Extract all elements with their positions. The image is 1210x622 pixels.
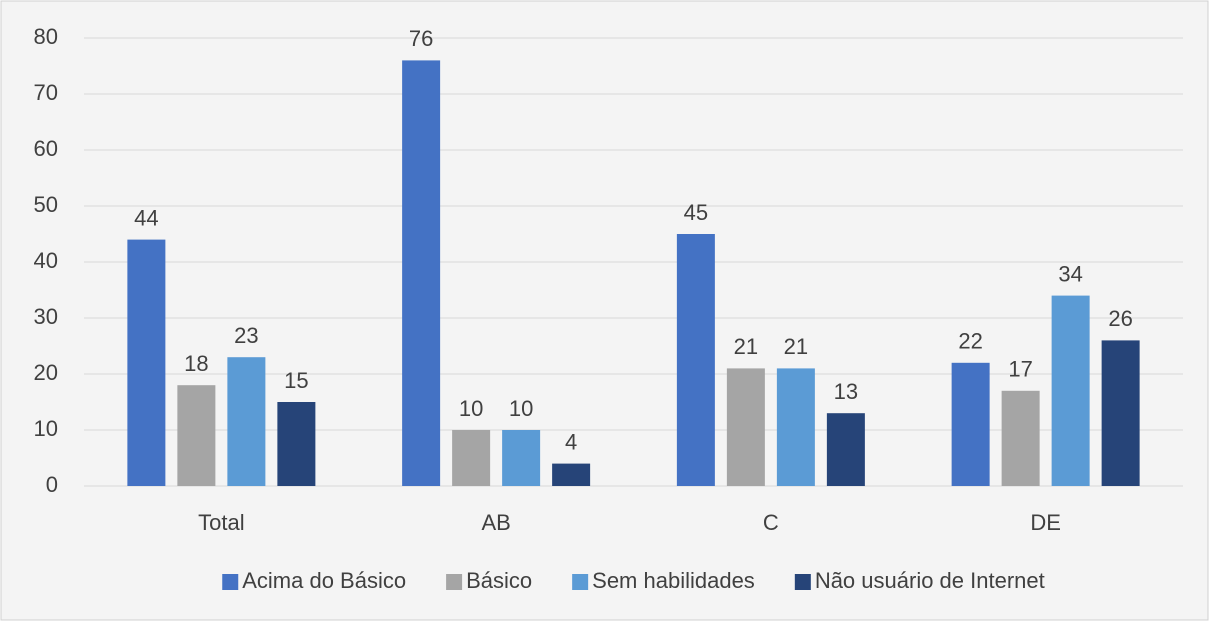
y-tick-label: 0 [46, 472, 58, 497]
value-label: 34 [1058, 261, 1082, 286]
x-tick-label: Total [198, 510, 244, 535]
y-tick-label: 20 [34, 360, 58, 385]
bar [402, 60, 441, 487]
x-tick-label: AB [481, 510, 510, 535]
bar [1051, 295, 1090, 486]
bar [452, 430, 491, 486]
x-tick-label: C [763, 510, 779, 535]
y-tick-label: 70 [34, 80, 58, 105]
value-label: 13 [834, 379, 858, 404]
value-label: 44 [134, 205, 158, 230]
bar [1101, 340, 1140, 486]
legend-swatch [572, 574, 589, 590]
legend-label: Básico [466, 568, 532, 593]
legend-swatch [222, 574, 239, 590]
value-label: 21 [734, 334, 758, 359]
legend-swatch [446, 574, 463, 590]
bar [227, 357, 266, 486]
value-label: 15 [284, 368, 308, 393]
value-label: 10 [459, 396, 483, 421]
x-tick-label: DE [1030, 510, 1061, 535]
bar [776, 368, 815, 486]
bar [502, 430, 541, 486]
y-tick-label: 40 [34, 248, 58, 273]
value-label: 21 [784, 334, 808, 359]
bar [726, 368, 765, 486]
value-label: 4 [565, 429, 577, 454]
value-label: 76 [409, 26, 433, 51]
legend-label: Acima do Básico [242, 568, 406, 593]
bar [951, 362, 990, 486]
legend-label: Não usuário de Internet [815, 568, 1045, 593]
bar [127, 239, 166, 486]
y-tick-label: 60 [34, 136, 58, 161]
value-label: 23 [234, 323, 258, 348]
legend-swatch [794, 574, 811, 590]
value-label: 17 [1008, 357, 1032, 382]
y-tick-label: 80 [34, 24, 58, 49]
y-tick-label: 30 [34, 304, 58, 329]
legend-label: Sem habilidades [592, 568, 755, 593]
bar [277, 402, 316, 486]
bar [826, 413, 865, 486]
bar [676, 234, 715, 486]
bar [552, 463, 591, 486]
value-label: 18 [184, 351, 208, 376]
bar [177, 385, 216, 486]
value-label: 45 [684, 200, 708, 225]
value-label: 10 [509, 396, 533, 421]
value-label: 22 [958, 329, 982, 354]
y-tick-label: 50 [34, 192, 58, 217]
bar [1001, 390, 1040, 486]
y-tick-label: 10 [34, 416, 58, 441]
value-label: 26 [1108, 306, 1132, 331]
